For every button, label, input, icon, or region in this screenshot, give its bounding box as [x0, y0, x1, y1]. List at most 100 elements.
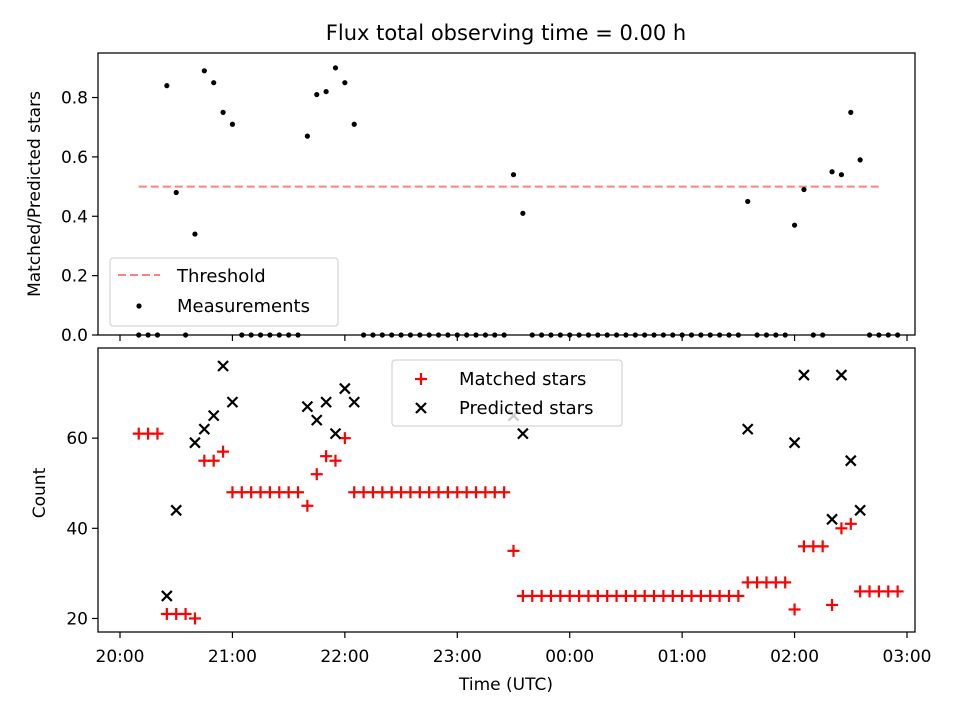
matched-star-point — [788, 603, 801, 616]
bottom-y-tick-label: 60 — [66, 429, 88, 449]
predicted-star-point — [741, 423, 754, 435]
predicted-star-point — [845, 454, 857, 467]
bottom-y-ticks: 20 40 60 — [66, 429, 98, 629]
matched-star-point — [835, 522, 848, 535]
top-title: Flux total observing time = 0.00 h — [326, 21, 686, 45]
bottom-x-ticks: 20:00 21:00 22:00 23:00 00:00 01:00 02:00 03:00 — [96, 632, 932, 667]
bottom-y-tick-label: 40 — [66, 519, 88, 539]
bottom-legend: Matched stars Predicted stars — [391, 359, 623, 427]
measurement-point — [510, 172, 517, 178]
bottom-axes-frame — [97, 347, 916, 633]
matched-star-point — [151, 427, 164, 440]
predicted-star-point — [189, 436, 201, 449]
measurement-point — [314, 91, 320, 98]
bottom-x-tick-label: 02:00 — [770, 647, 819, 667]
matched-star-point — [816, 540, 829, 553]
measurement-point — [520, 210, 526, 216]
top-y-tick-label: 0.8 — [61, 89, 88, 109]
top-y-tick-label: 0.0 — [61, 326, 88, 346]
predicted-star-point — [854, 504, 866, 517]
top-y-ticks: 0.0 0.2 0.4 0.6 0.8 — [61, 89, 98, 346]
top-y-label: Matched/Predicted stars — [25, 91, 45, 297]
matched-star-point — [310, 468, 323, 481]
top-legend: Threshold Measurements — [109, 257, 339, 327]
bottom-x-tick-label: 23:00 — [433, 647, 482, 667]
measurements-legend-label: Measurements — [177, 296, 310, 317]
matched-legend-swatch — [415, 373, 427, 385]
threshold-legend-label: Threshold — [176, 266, 266, 287]
top-panel: Flux total observing time = 0.00 h 0.00.… — [25, 21, 916, 346]
measurement-point — [332, 65, 339, 71]
bottom-x-tick-label: 20:00 — [96, 647, 145, 667]
predicted-legend-swatch — [415, 402, 427, 414]
predicted-legend-label: Predicted stars — [459, 398, 593, 419]
top-x-ticks — [119, 335, 908, 341]
bottom-x-tick-label: 21:00 — [208, 647, 257, 667]
matched-star-point — [207, 454, 220, 467]
matched-star-point — [732, 589, 745, 602]
matched-star-point — [507, 544, 520, 557]
predicted-star-point — [339, 382, 351, 395]
predicted-star-point — [798, 369, 810, 381]
top-marks — [136, 65, 901, 338]
predicted-star-point — [198, 423, 211, 435]
bottom-x-label: Time (UTC) — [458, 675, 553, 695]
predicted-star-point — [161, 590, 173, 602]
predicted-star-point — [788, 436, 801, 449]
predicted-star-point — [320, 396, 332, 408]
matched-star-point — [891, 585, 904, 598]
predicted-star-point — [329, 427, 342, 440]
top-y-tick-label: 0.2 — [61, 267, 88, 287]
top-y-tick-label: 0.4 — [61, 207, 88, 227]
measurement-point — [211, 80, 217, 86]
top-y-tick-label: 0.6 — [61, 148, 88, 168]
predicted-star-point — [826, 513, 838, 526]
matched-star-point — [179, 607, 192, 620]
measurement-point — [838, 172, 845, 178]
bottom-x-tick-label: 01:00 — [658, 647, 707, 667]
bottom-marks — [132, 360, 904, 625]
bottom-y-label: Count — [30, 467, 50, 518]
measurement-point — [351, 121, 357, 127]
measurement-point — [220, 109, 226, 115]
measurement-point — [801, 186, 807, 193]
predicted-star-point — [348, 396, 361, 408]
predicted-star-point — [170, 504, 182, 517]
predicted-star-point — [226, 396, 239, 408]
measurement-point — [304, 133, 310, 139]
bottom-x-tick-label: 03:00 — [883, 647, 932, 667]
bottom-x-tick-label: 22:00 — [320, 647, 369, 667]
matched-star-point — [301, 499, 314, 512]
measurement-point — [342, 80, 348, 86]
measurements-legend-swatch — [136, 303, 142, 309]
matched-star-point — [329, 454, 342, 467]
predicted-star-point — [301, 400, 314, 413]
measurement-point — [164, 83, 170, 89]
matched-star-point — [292, 486, 305, 499]
matched-star-point — [844, 517, 857, 530]
bottom-y-tick-label: 20 — [66, 609, 88, 629]
predicted-star-point — [517, 427, 529, 440]
measurement-point — [848, 109, 854, 115]
measurement-point — [791, 222, 798, 228]
measurement-point — [857, 157, 863, 163]
measurement-point — [323, 88, 329, 95]
top-legend-box — [109, 257, 339, 327]
bottom-x-tick-label: 00:00 — [545, 647, 594, 667]
matched-star-point — [779, 576, 792, 589]
matched-star-point — [826, 598, 839, 611]
measurement-point — [229, 121, 236, 127]
matched-star-point — [498, 486, 511, 499]
measurement-point — [745, 198, 751, 205]
bottom-panel: 20 40 60 20:00 21:00 22:00 23:00 00:00 01:00 02:… — [30, 347, 932, 695]
top-axes-frame — [97, 52, 916, 336]
measurement-point — [173, 189, 179, 196]
bottom-legend-box — [391, 359, 623, 427]
matched-star-point — [188, 612, 201, 625]
predicted-star-point — [835, 369, 848, 381]
measurement-point — [829, 169, 835, 175]
matched-legend-label: Matched stars — [459, 369, 586, 390]
predicted-star-point — [207, 409, 220, 422]
measurement-point — [192, 231, 198, 237]
